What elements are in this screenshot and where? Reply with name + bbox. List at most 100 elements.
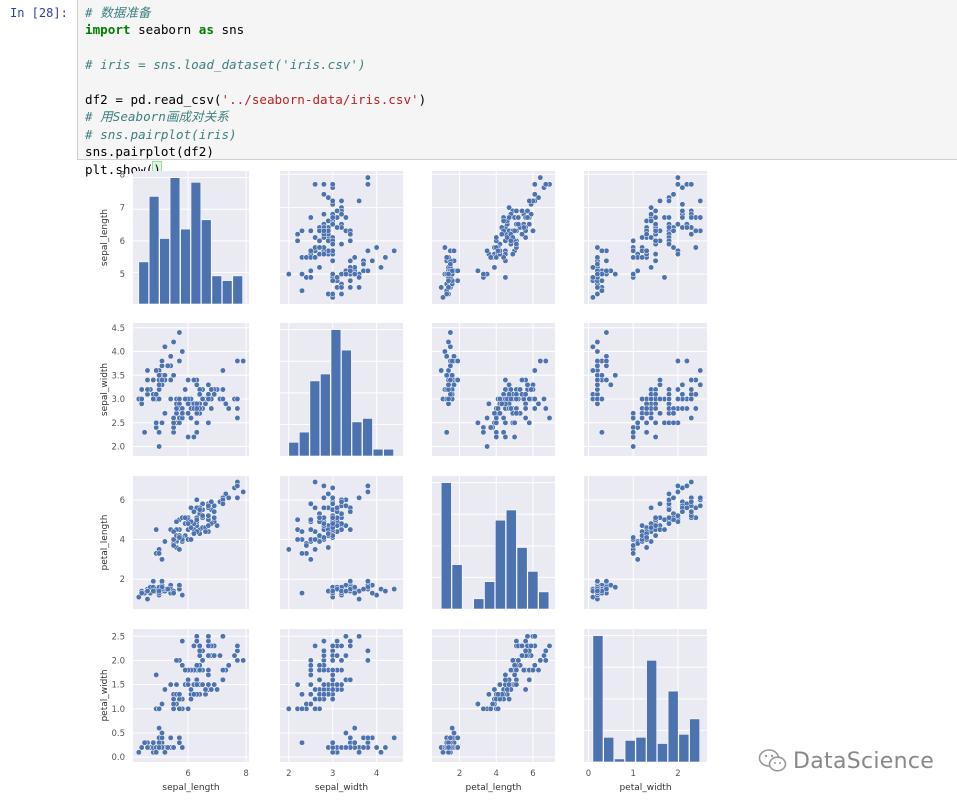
- scatter-point: [531, 662, 538, 669]
- scatter-point: [445, 396, 452, 402]
- scatter-point: [329, 686, 336, 693]
- scatter-point: [329, 181, 336, 188]
- y-tick-label: 7: [120, 204, 125, 214]
- scatter-point: [144, 386, 151, 393]
- scatter-point: [502, 377, 509, 383]
- scatter-point: [447, 329, 454, 336]
- code-cell[interactable]: # 数据准备 import seaborn as sns # iris = sns…: [77, 0, 957, 178]
- scatter-point: [441, 244, 448, 251]
- input-prompt: In [28]:: [10, 6, 68, 20]
- scatter-point: [307, 556, 314, 563]
- scatter-point: [299, 705, 305, 712]
- scatter-point: [299, 590, 305, 597]
- scatter-point: [167, 734, 174, 741]
- scatter-point: [294, 681, 301, 688]
- scatter-point: [652, 237, 659, 244]
- scatter-point: [144, 367, 151, 374]
- scatter-point: [225, 662, 232, 669]
- scatter-point: [176, 739, 183, 746]
- scatter-point: [513, 667, 520, 674]
- scatter-point: [519, 377, 525, 383]
- scatter-point: [589, 367, 596, 374]
- scatter-point: [630, 542, 637, 549]
- scatter-point: [449, 372, 456, 379]
- scatter-point: [307, 681, 314, 688]
- scatter-point: [445, 277, 452, 284]
- scatter-point: [161, 686, 168, 693]
- scatter-point: [598, 396, 605, 402]
- scatter-point: [159, 358, 165, 364]
- scatter-point: [338, 498, 345, 505]
- scatter-point: [487, 254, 494, 261]
- scatter-point: [285, 271, 292, 278]
- scatter-point: [670, 494, 677, 501]
- x-tick-label: 2: [286, 769, 291, 779]
- scatter-point: [211, 508, 218, 515]
- scatter-point: [307, 701, 314, 707]
- scatter-point: [519, 642, 525, 649]
- scatter-point: [185, 520, 192, 527]
- scatter-point: [697, 381, 704, 388]
- scatter-point: [652, 221, 659, 228]
- scatter-point: [150, 396, 157, 402]
- scatter-point: [185, 377, 192, 383]
- subplot-petal_length-vs-petal_width: [584, 476, 707, 609]
- scatter-point: [199, 681, 206, 688]
- scatter-point: [661, 526, 668, 533]
- scatter-point: [167, 681, 174, 688]
- scatter-point: [211, 652, 218, 659]
- scatter-point: [449, 725, 456, 732]
- scatter-point: [670, 191, 677, 198]
- y-tick-label: 0.5: [111, 729, 125, 739]
- scatter-point: [491, 264, 498, 271]
- code-token: import: [85, 22, 131, 38]
- scatter-point: [643, 534, 650, 541]
- scatter-point: [176, 691, 183, 698]
- scatter-point: [688, 181, 695, 188]
- scatter-point: [542, 647, 549, 654]
- code-editor[interactable]: # 数据准备 import seaborn as sns # iris = sns…: [85, 4, 426, 178]
- scatter-point: [594, 254, 601, 261]
- scatter-point: [156, 744, 163, 751]
- scatter-point: [643, 429, 650, 436]
- scatter-point: [320, 520, 327, 527]
- scatter-point: [652, 434, 659, 440]
- scatter-point: [697, 197, 704, 204]
- scatter-point: [294, 516, 301, 523]
- scatter-point: [443, 254, 450, 261]
- scatter-point: [347, 284, 354, 291]
- scatter-point: [185, 705, 192, 712]
- scatter-point: [454, 377, 461, 383]
- scatter-point: [652, 227, 659, 234]
- scatter-point: [674, 251, 681, 258]
- scatter-point: [138, 744, 145, 751]
- scatter-point: [159, 584, 165, 591]
- histogram-bar: [505, 509, 517, 610]
- scatter-point: [607, 381, 614, 388]
- scatter-point: [176, 358, 183, 364]
- scatter-point: [173, 657, 180, 664]
- scatter-point: [356, 494, 363, 501]
- scatter-point: [657, 396, 663, 402]
- scatter-point: [234, 494, 241, 501]
- scatter-point: [594, 284, 601, 291]
- scatter-point: [329, 588, 336, 595]
- scatter-point: [526, 419, 533, 426]
- scatter-point: [382, 744, 389, 751]
- scatter-point: [493, 254, 500, 261]
- scatter-point: [182, 514, 189, 521]
- scatter-point: [674, 181, 681, 188]
- scatter-point: [643, 419, 650, 426]
- scatter-point: [520, 667, 527, 674]
- scatter-point: [502, 419, 509, 426]
- scatter-point: [630, 534, 637, 541]
- scatter-point: [138, 386, 145, 393]
- histogram-bar: [678, 733, 690, 763]
- scatter-point: [320, 534, 327, 541]
- scatter-point: [630, 254, 637, 261]
- scatter-point: [150, 377, 157, 383]
- scatter-point: [312, 642, 319, 649]
- subplot-petal_width-vs-sepal_length: 0.0 0.5 1.0 1.5 2.0 2.5 petal_width 6 8 sepal_len…: [100, 629, 249, 793]
- scatter-point: [205, 667, 212, 674]
- scatter-point: [652, 251, 659, 258]
